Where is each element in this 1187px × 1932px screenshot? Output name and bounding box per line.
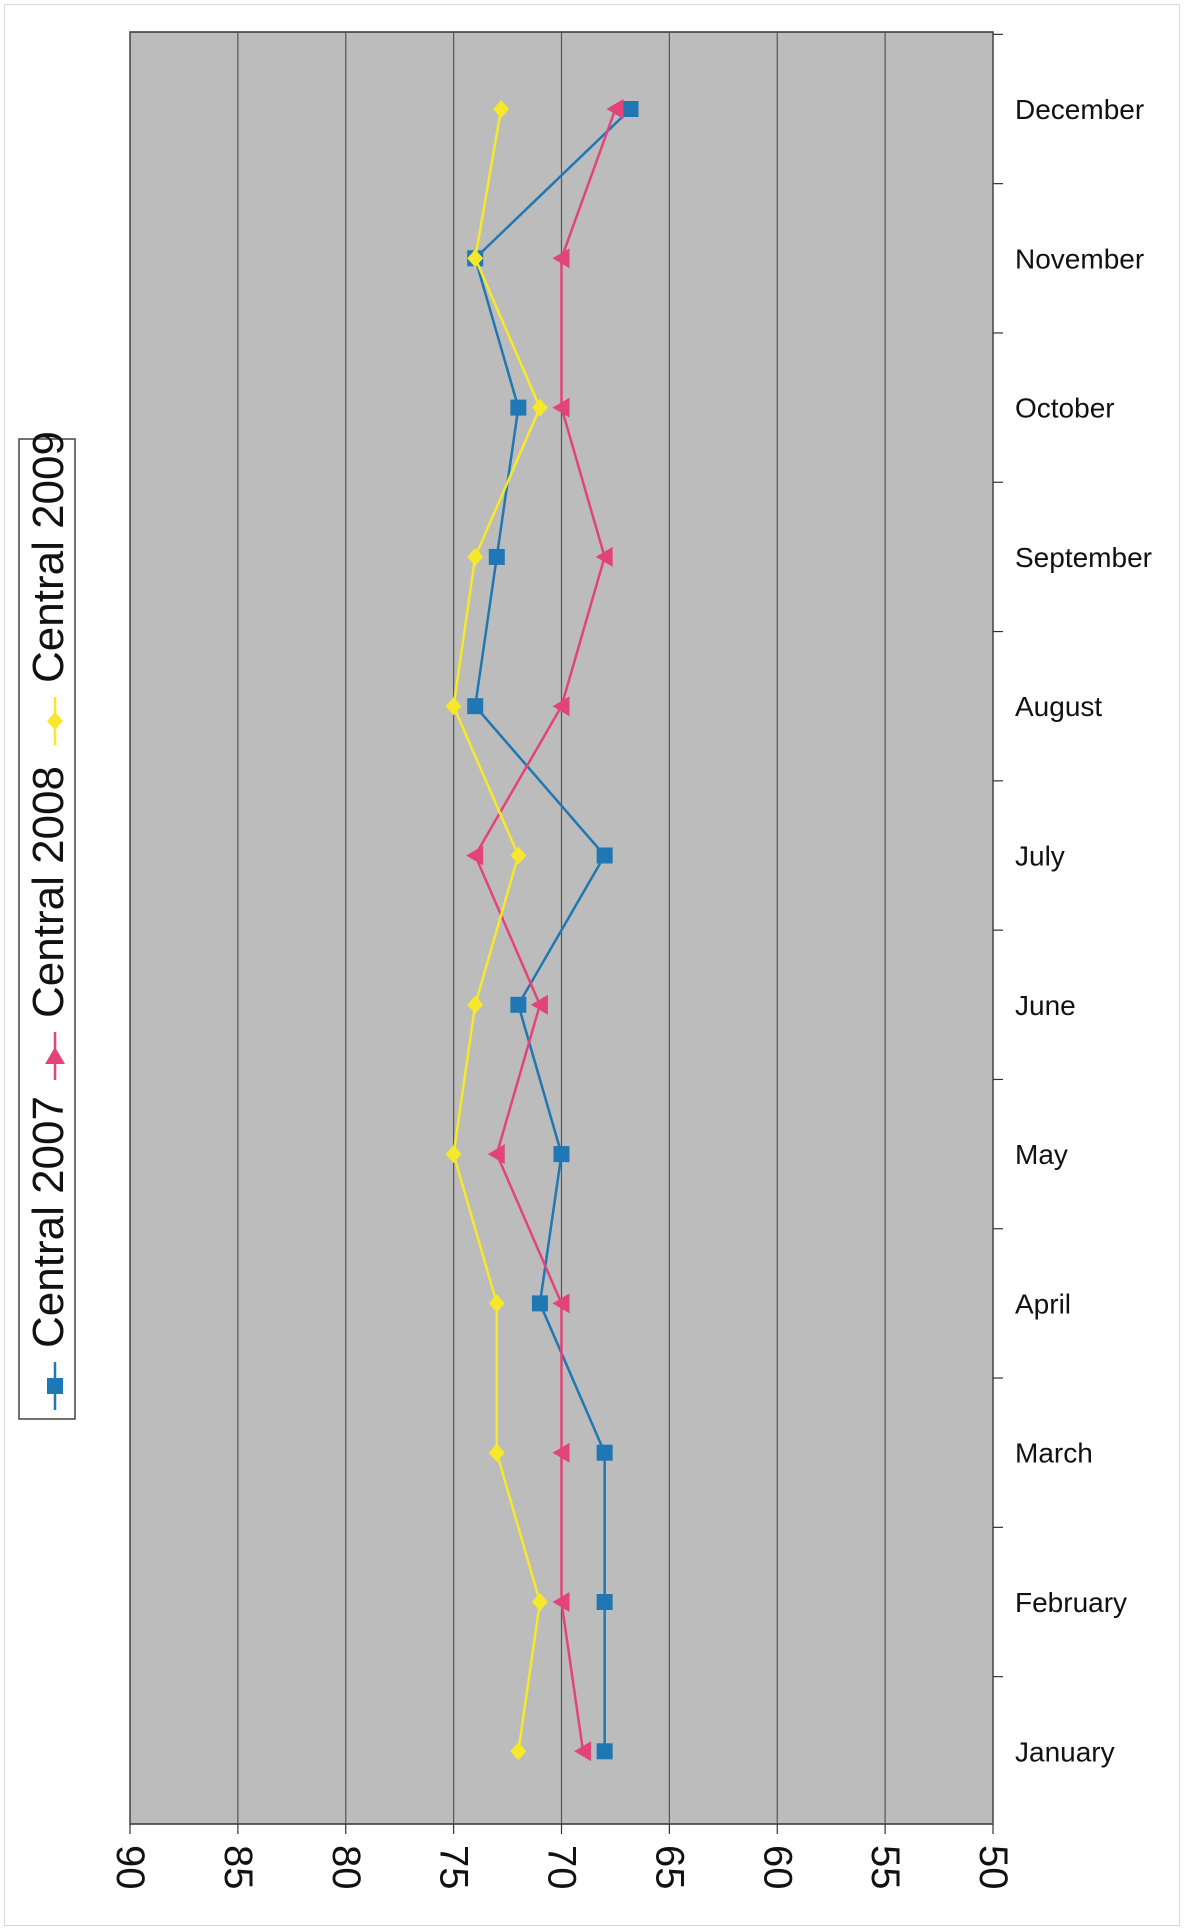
data-point [552,1592,570,1612]
value-tick-label: 60 [755,1845,799,1890]
category-label: June [1015,990,1076,1021]
series-line [473,108,617,1752]
data-point [596,1594,613,1610]
data-point [445,697,462,716]
legend-marker [45,1047,65,1064]
data-point [596,847,613,864]
data-point [531,1295,548,1312]
value-tick-label: 70 [540,1845,584,1890]
data-point [467,249,484,268]
category-label: September [1015,542,1152,573]
data-point [510,996,527,1013]
category-label: May [1015,1139,1068,1170]
category-label: February [1015,1587,1127,1618]
data-point [531,1593,548,1611]
data-point [488,548,505,565]
category-label: March [1015,1438,1093,1469]
category-label: July [1015,841,1065,872]
category-label: August [1015,691,1102,722]
series-1 [467,101,639,1760]
legend-label: Central 2009 [24,431,73,683]
data-point [531,398,548,417]
legend-marker [47,712,63,730]
data-point [553,1146,570,1163]
legend-entry-3: Central 2009 [24,431,73,745]
data-point [467,995,484,1014]
category-label: January [1015,1736,1115,1767]
value-tick-labels: 90 85 80 75 70 65 60 55 50 [108,1845,1015,1890]
value-tick-label: 80 [324,1845,368,1890]
value-tick-label: 55 [863,1845,907,1890]
value-tick-label: 50 [971,1845,1015,1890]
legend-entry-1: Central 2007 [24,1096,73,1410]
legend-marker [47,1378,63,1394]
data-point [552,397,570,418]
series-layer [445,99,639,1762]
series-line [452,108,542,1752]
category-labels: January February March April May June July Augu… [1015,94,1152,1767]
data-point [552,1442,570,1463]
category-label: April [1015,1288,1071,1319]
data-point [622,101,639,117]
data-point [596,1444,613,1461]
data-point [488,1294,505,1313]
data-point [530,994,548,1015]
data-point [574,1741,592,1762]
legend-label: Central 2007 [24,1096,73,1348]
data-point [595,546,613,567]
data-point [467,698,484,715]
data-point [487,1144,505,1165]
category-label: November [1015,243,1144,274]
category-label: October [1015,393,1115,424]
legend: Central 2007 Central 2008 Central 2009 [18,431,76,1420]
data-point [445,1145,462,1164]
series-2 [466,99,624,1762]
page: January February March April May June July Augu… [4,4,1180,1926]
data-point [606,99,624,119]
data-point [467,547,484,566]
value-tick-label: 90 [108,1845,152,1890]
data-point [510,399,527,416]
legend-box [18,438,76,1420]
category-label: December [1015,94,1144,125]
value-tick-label: 85 [216,1845,260,1890]
data-point [466,845,484,866]
series-line [473,108,632,1752]
legend-label: Central 2008 [24,766,73,1018]
legend-entry-2: Central 2008 [24,766,73,1080]
data-point [552,248,570,269]
data-point [493,100,510,118]
data-point [596,1743,613,1760]
data-point [488,1443,505,1462]
line-chart: January February March April May June July Augu… [18,31,1152,1890]
value-tick-label: 65 [647,1845,691,1890]
data-point [552,1293,570,1314]
value-tick-label: 75 [432,1845,476,1890]
series-3 [445,100,548,1761]
data-point [552,696,570,717]
